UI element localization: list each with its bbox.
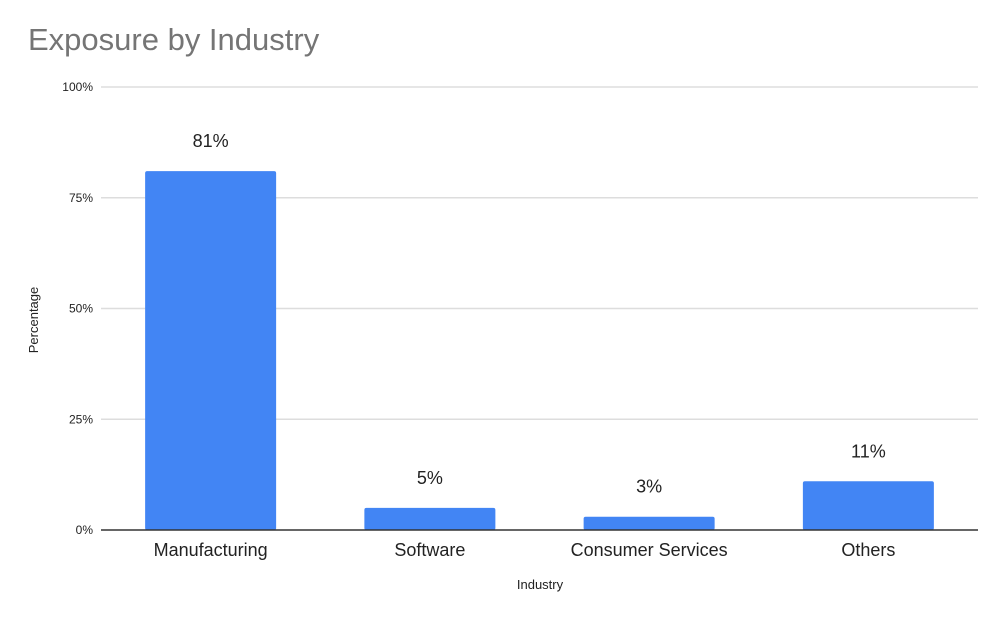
x-tick-label: Manufacturing: [154, 540, 268, 560]
x-tick-label: Consumer Services: [571, 540, 728, 560]
y-tick-label: 25%: [69, 412, 93, 426]
y-axis-title: Percentage: [26, 287, 41, 354]
x-tick-label: Others: [841, 540, 895, 560]
bar: [145, 171, 277, 531]
y-tick-label: 0%: [76, 523, 94, 537]
bar: [802, 481, 934, 530]
data-label: 81%: [193, 131, 229, 151]
x-axis-title: Industry: [517, 577, 564, 592]
bar: [364, 507, 496, 530]
y-tick-label: 50%: [69, 302, 93, 316]
data-label: 3%: [636, 477, 662, 497]
y-tick-label: 75%: [69, 191, 93, 205]
y-tick-label: 100%: [62, 80, 93, 94]
x-tick-label: Software: [394, 540, 465, 560]
bar: [583, 516, 715, 530]
chart-title: Exposure by Industry: [28, 22, 320, 57]
data-label: 11%: [851, 441, 886, 461]
data-label: 5%: [417, 468, 443, 488]
